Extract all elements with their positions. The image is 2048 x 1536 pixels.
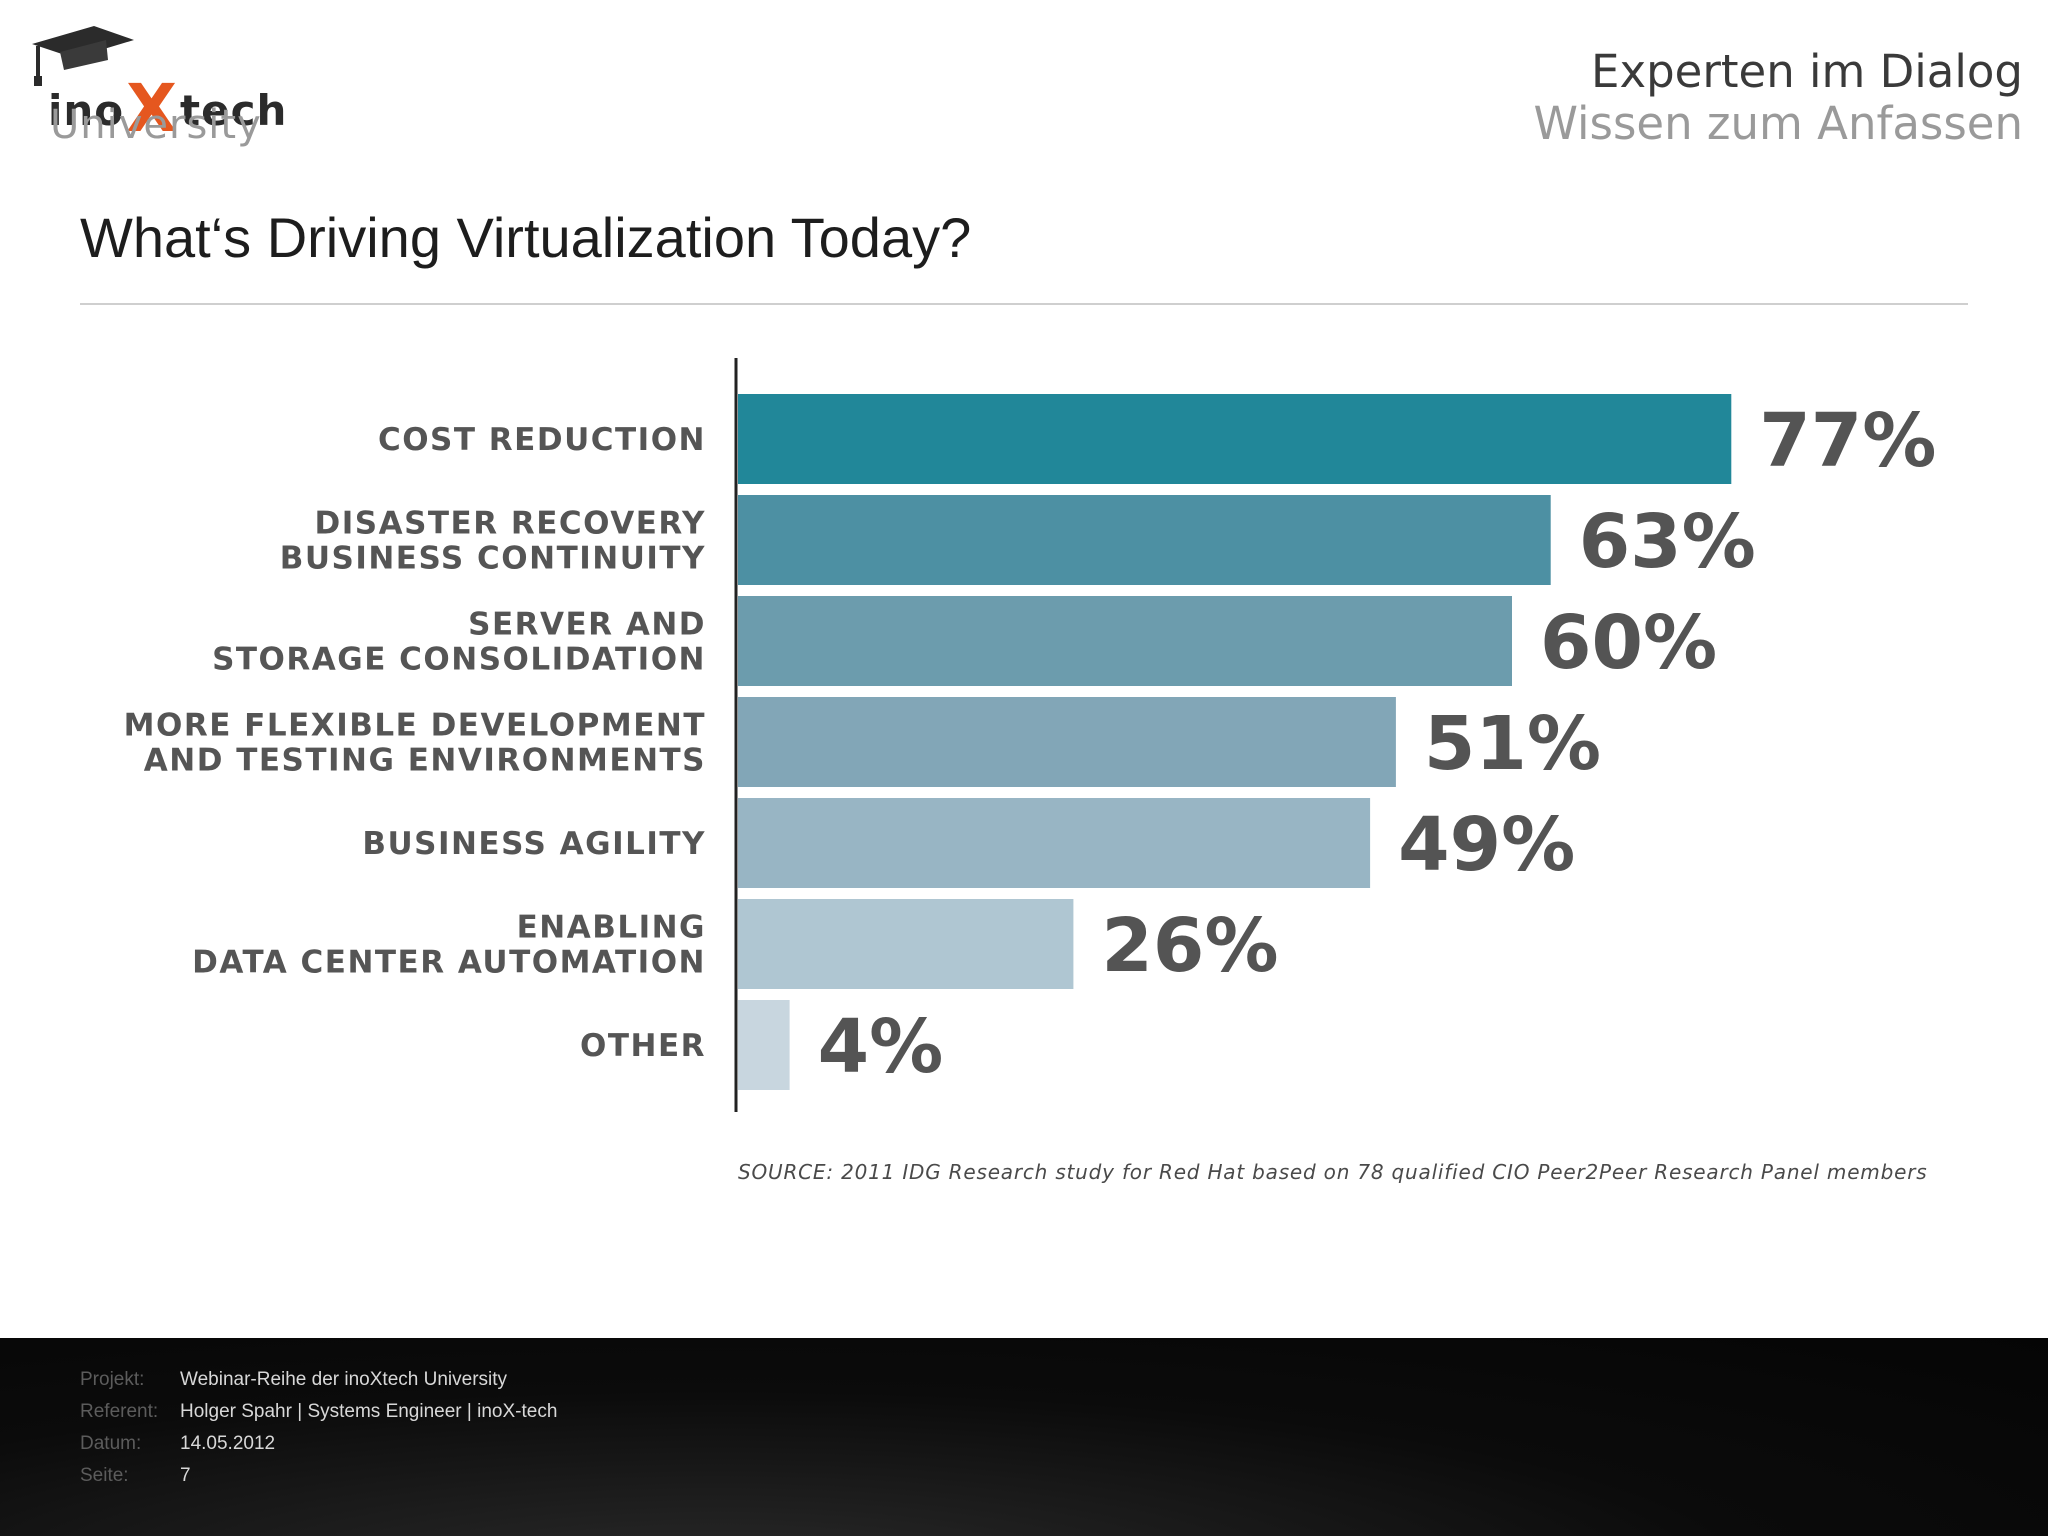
bar-1 (738, 495, 1551, 585)
value-label-3: 51% (1424, 701, 1601, 787)
footer-key: Projekt: (80, 1369, 145, 1390)
tagline-line-1: Experten im Dialog (1591, 45, 2023, 98)
footer-row: Datum: 14.05.2012 (80, 1433, 275, 1455)
category-label-line: COST REDUCTION (378, 422, 706, 458)
category-label-line: ENABLING (517, 910, 706, 946)
category-label-line: OTHER (580, 1028, 706, 1064)
slide-title: What‘s Driving Virtualization Today? (80, 206, 972, 269)
category-label-line: SERVER AND (468, 607, 706, 643)
footer-value: 14.05.2012 (180, 1433, 276, 1454)
category-label-6: OTHER (580, 1028, 706, 1064)
footer-key: Referent: (80, 1401, 159, 1422)
logo-wordmark: inoXtech (48, 70, 288, 147)
value-label-5: 26% (1101, 903, 1278, 989)
tagline-line-2: Wissen zum Anfassen (1533, 97, 2023, 150)
footer-row: Seite: 7 (80, 1465, 191, 1487)
bar-5 (738, 899, 1074, 989)
title-divider (80, 303, 1968, 305)
category-label-3: MORE FLEXIBLE DEVELOPMENT AND TESTING ENV… (124, 708, 706, 779)
bar-0 (738, 394, 1732, 484)
category-label-line: MORE FLEXIBLE DEVELOPMENT (124, 708, 706, 744)
category-label-line: STORAGE CONSOLIDATION (212, 642, 706, 678)
footer-key: Datum: (80, 1433, 142, 1454)
logo-subtitle: University (50, 102, 262, 148)
bar-2 (738, 596, 1512, 686)
category-label-line: DATA CENTER AUTOMATION (192, 945, 706, 981)
category-label-5: ENABLING DATA CENTER AUTOMATION (192, 910, 706, 981)
bar-6 (738, 1000, 790, 1090)
inoxtech-university-logo: inoXtech University (30, 26, 330, 156)
footer-row: Referent: Holger Spahr | Systems Engineer… (80, 1401, 557, 1423)
category-label-line: BUSINESS CONTINUITY (280, 541, 706, 577)
category-label-1: DISASTER RECOVERY BUSINESS CONTINUITY (280, 506, 706, 577)
value-label-1: 63% (1579, 499, 1756, 585)
category-label-line: AND TESTING ENVIRONMENTS (144, 743, 706, 779)
footer-value: Webinar-Reihe der inoXtech University (180, 1369, 508, 1390)
bar-4 (738, 798, 1371, 888)
value-label-4: 49% (1398, 802, 1575, 888)
footer-value: 7 (180, 1465, 191, 1486)
footer-value: Holger Spahr | Systems Engineer | inoX-t… (180, 1401, 558, 1422)
chart-source-note: SOURCE: 2011 IDG Research study for Red … (738, 1160, 1928, 1184)
value-label-0: 77% (1759, 398, 1936, 484)
category-label-line: BUSINESS AGILITY (362, 826, 706, 862)
footer-key: Seite: (80, 1465, 129, 1486)
footer-row: Projekt: Webinar-Reihe der inoXtech Unive… (80, 1369, 507, 1391)
graduation-cap-icon (32, 26, 134, 86)
category-label-0: COST REDUCTION (378, 422, 706, 458)
slide-footer: Projekt: Webinar-Reihe der inoXtech Unive… (0, 1338, 2048, 1536)
value-label-6: 4% (818, 1004, 944, 1090)
category-label-4: BUSINESS AGILITY (362, 826, 706, 862)
bar-3 (738, 697, 1396, 787)
header-tagline: Experten im Dialog Wissen zum Anfassen (1533, 46, 2023, 150)
value-label-2: 60% (1540, 600, 1717, 686)
category-label-2: SERVER AND STORAGE CONSOLIDATION (212, 607, 706, 678)
category-label-line: DISASTER RECOVERY (314, 506, 706, 542)
